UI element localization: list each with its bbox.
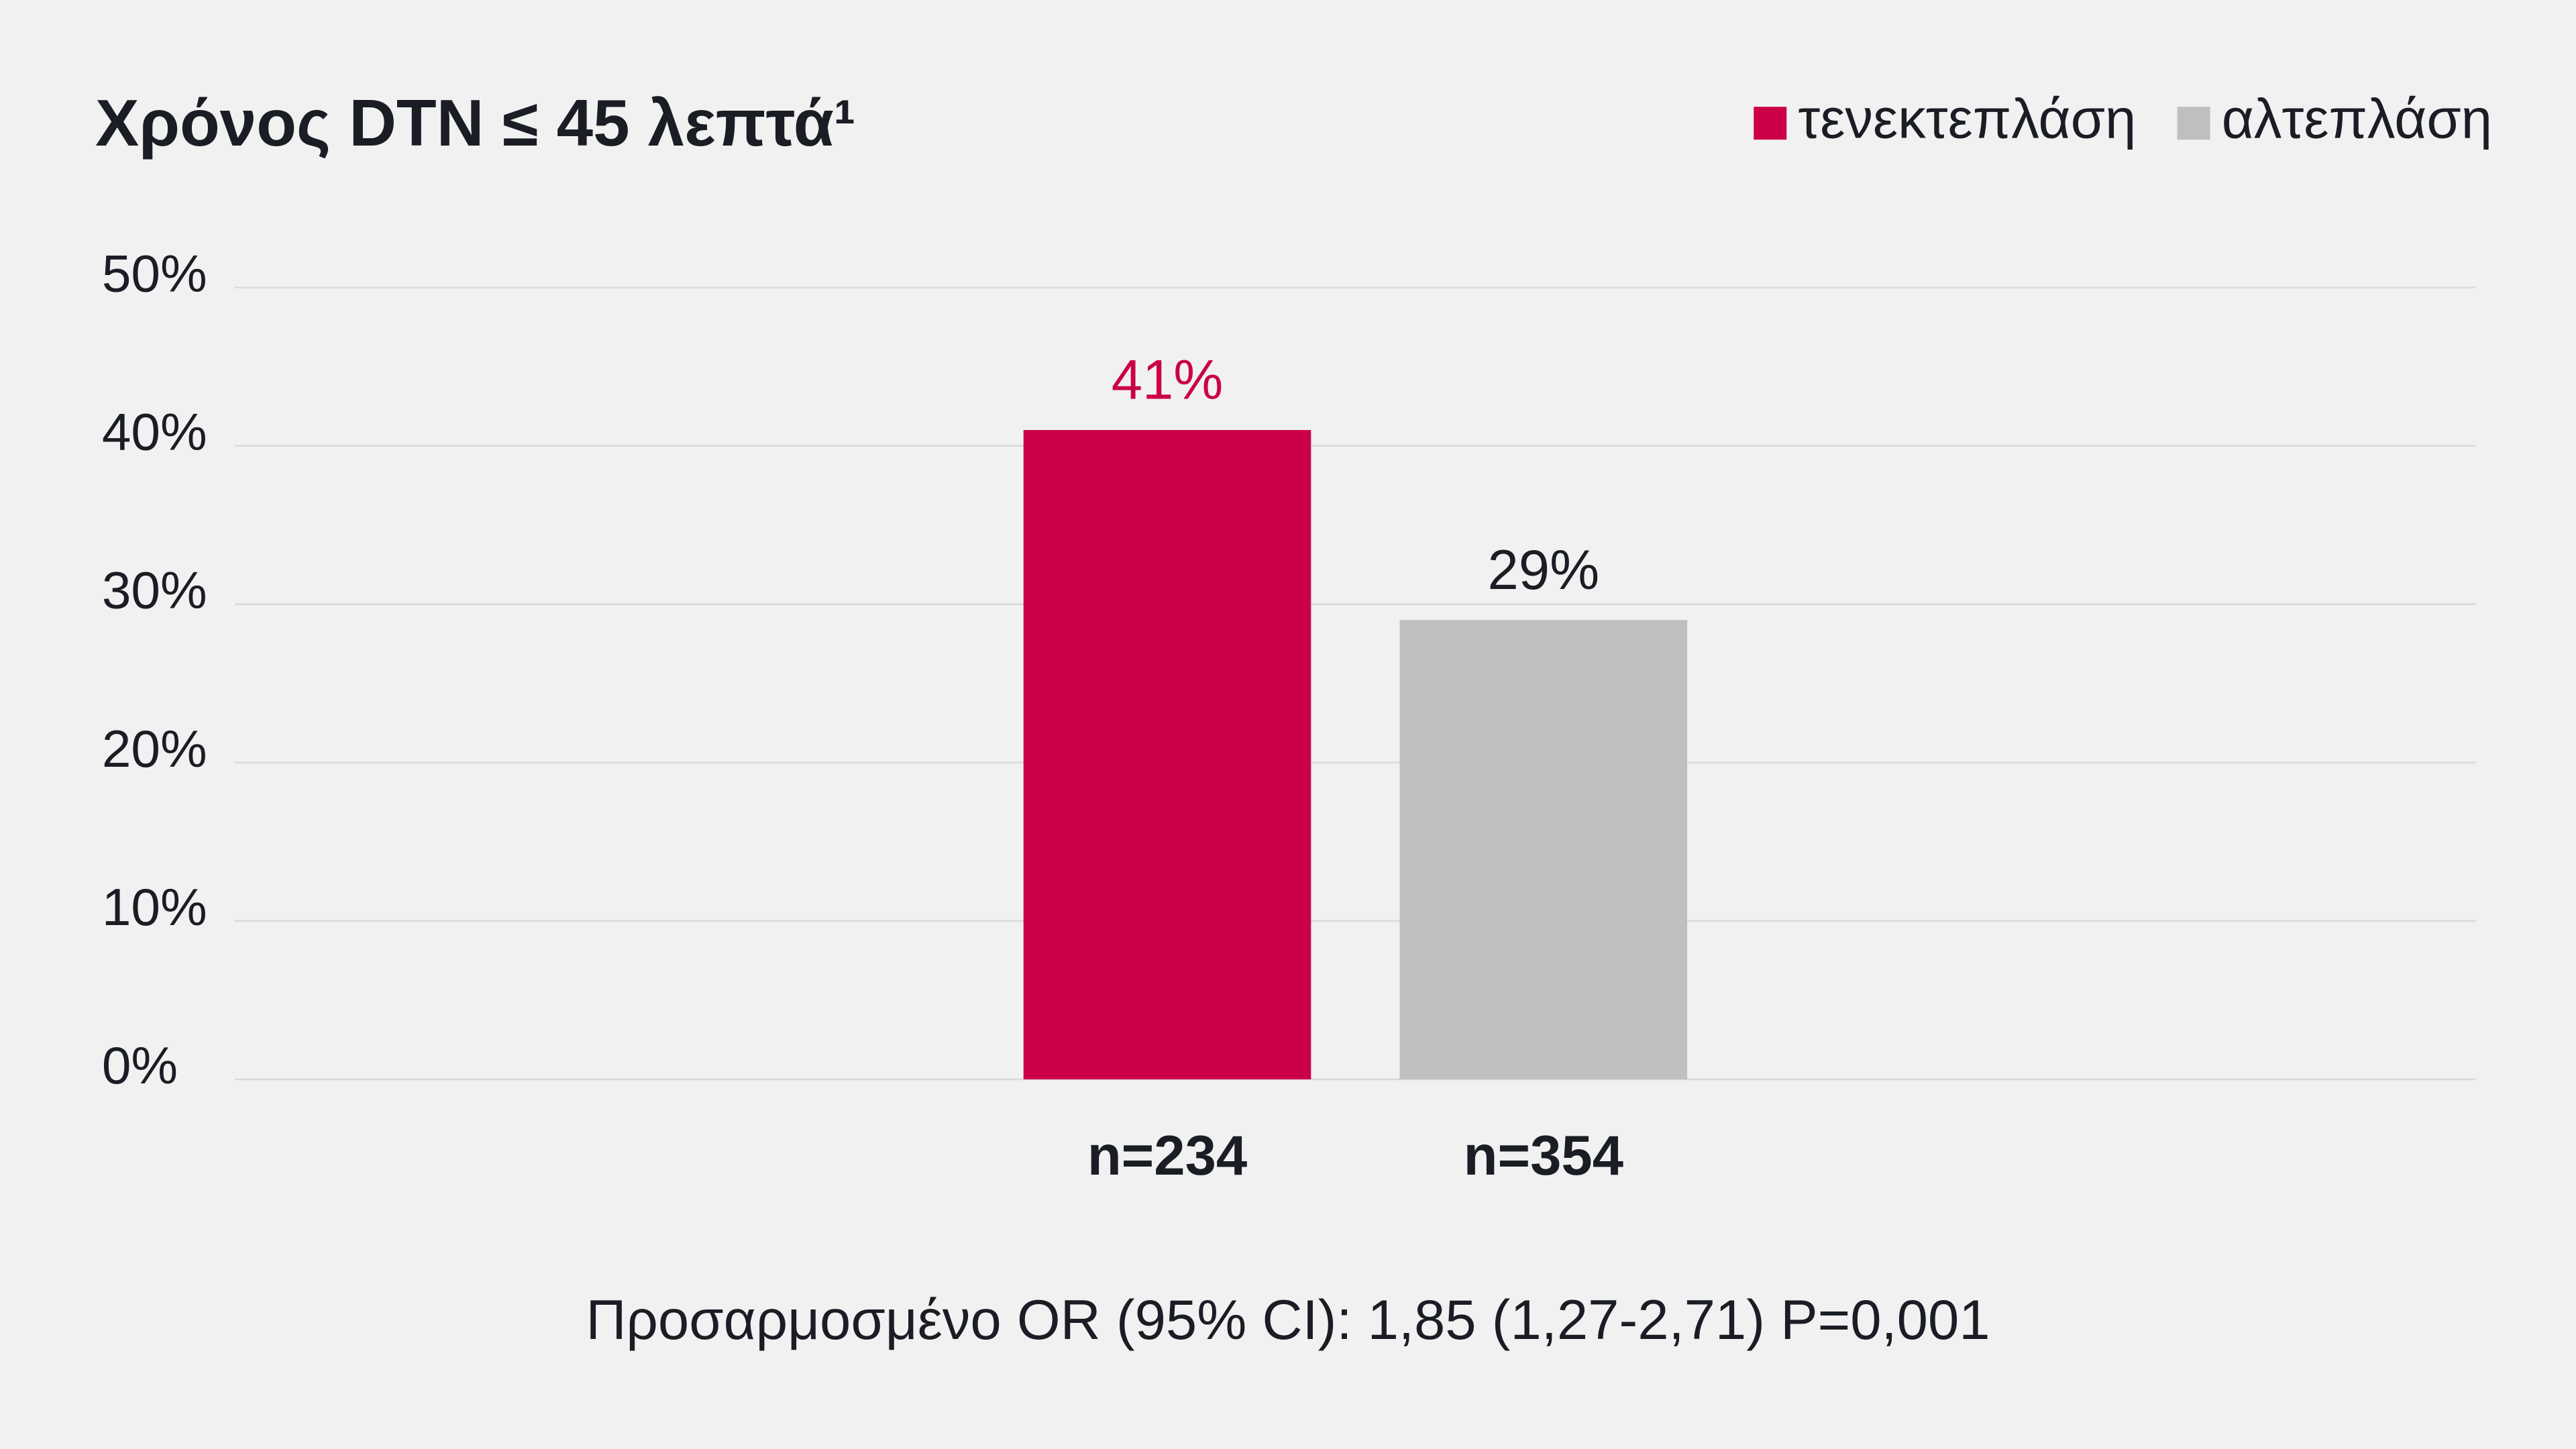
y-tick-label: 20% — [102, 719, 207, 778]
y-tick-label: 10% — [102, 877, 207, 936]
value-label: 41% — [1112, 348, 1224, 411]
y-tick-label: 40% — [102, 402, 207, 462]
bar — [1023, 430, 1311, 1079]
bar — [1399, 620, 1688, 1079]
legend-swatch — [1754, 107, 1787, 140]
legend-label: τενεκτεπλάση — [1798, 88, 2136, 150]
legend-swatch — [2177, 107, 2210, 140]
sample-size-label: n=234 — [1087, 1124, 1247, 1187]
note: Προσαρμοσμένο OR (95% CI): 1,85 (1,27-2,… — [586, 1289, 1990, 1351]
y-tick-label: 0% — [102, 1036, 178, 1095]
sample-size-label: n=354 — [1464, 1124, 1623, 1187]
y-tick-label: 30% — [102, 561, 207, 620]
value-label: 29% — [1488, 539, 1600, 601]
legend-label: αλτεπλάση — [2222, 88, 2492, 150]
y-tick-label: 50% — [102, 244, 207, 303]
chart-title: Χρόνος DTN ≤ 45 λεπτά¹ — [95, 86, 856, 160]
